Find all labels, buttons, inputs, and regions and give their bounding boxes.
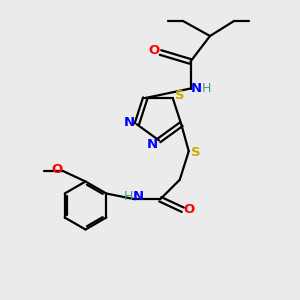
Text: O: O [51,163,63,176]
Text: O: O [148,44,160,58]
Text: N: N [190,82,202,95]
Text: H: H [124,190,134,203]
Text: N: N [133,190,144,203]
Text: O: O [184,203,195,216]
Text: S: S [175,89,184,102]
Text: N: N [124,116,135,129]
Text: S: S [190,146,200,159]
Text: N: N [147,138,158,152]
Text: H: H [201,82,211,95]
